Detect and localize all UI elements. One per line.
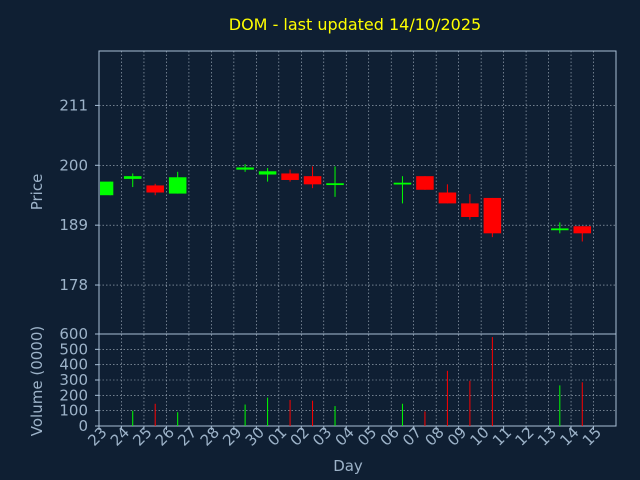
volume-tick-label: 0 [78,417,88,435]
price-tick-label: 178 [59,276,88,294]
candle-body [236,167,254,170]
volume-axis-label: Volume (0000) [28,326,46,436]
candle-body [258,171,277,175]
candle-body [483,197,502,234]
candle-body [438,192,457,204]
candle-body [416,176,434,190]
candle-body [281,173,299,180]
chart-title: DOM - last updated 14/10/2025 [229,15,481,34]
volume-tick-label: 200 [59,386,88,404]
volume-tick-label: 500 [59,340,88,358]
candle-body [573,226,592,234]
candle-body [326,183,344,186]
volume-tick-label: 400 [59,356,88,374]
price-tick-label: 200 [59,156,88,174]
x-axis-label: Day [333,457,363,475]
candle-body [100,181,114,196]
candle-body [146,185,164,193]
candle-body [551,228,569,231]
volume-tick-label: 300 [59,371,88,389]
candle-body [461,203,479,217]
candle-body [393,182,412,185]
candle-body [123,176,142,179]
price-tick-label: 211 [59,96,88,114]
price-tick-label: 189 [59,216,88,234]
volume-panel-frame [98,333,617,427]
candle-body [168,177,187,194]
volume-tick-label: 600 [59,325,88,343]
price-axis-label: Price [28,174,46,211]
candle-body [303,176,322,185]
volume-tick-label: 100 [59,402,88,420]
